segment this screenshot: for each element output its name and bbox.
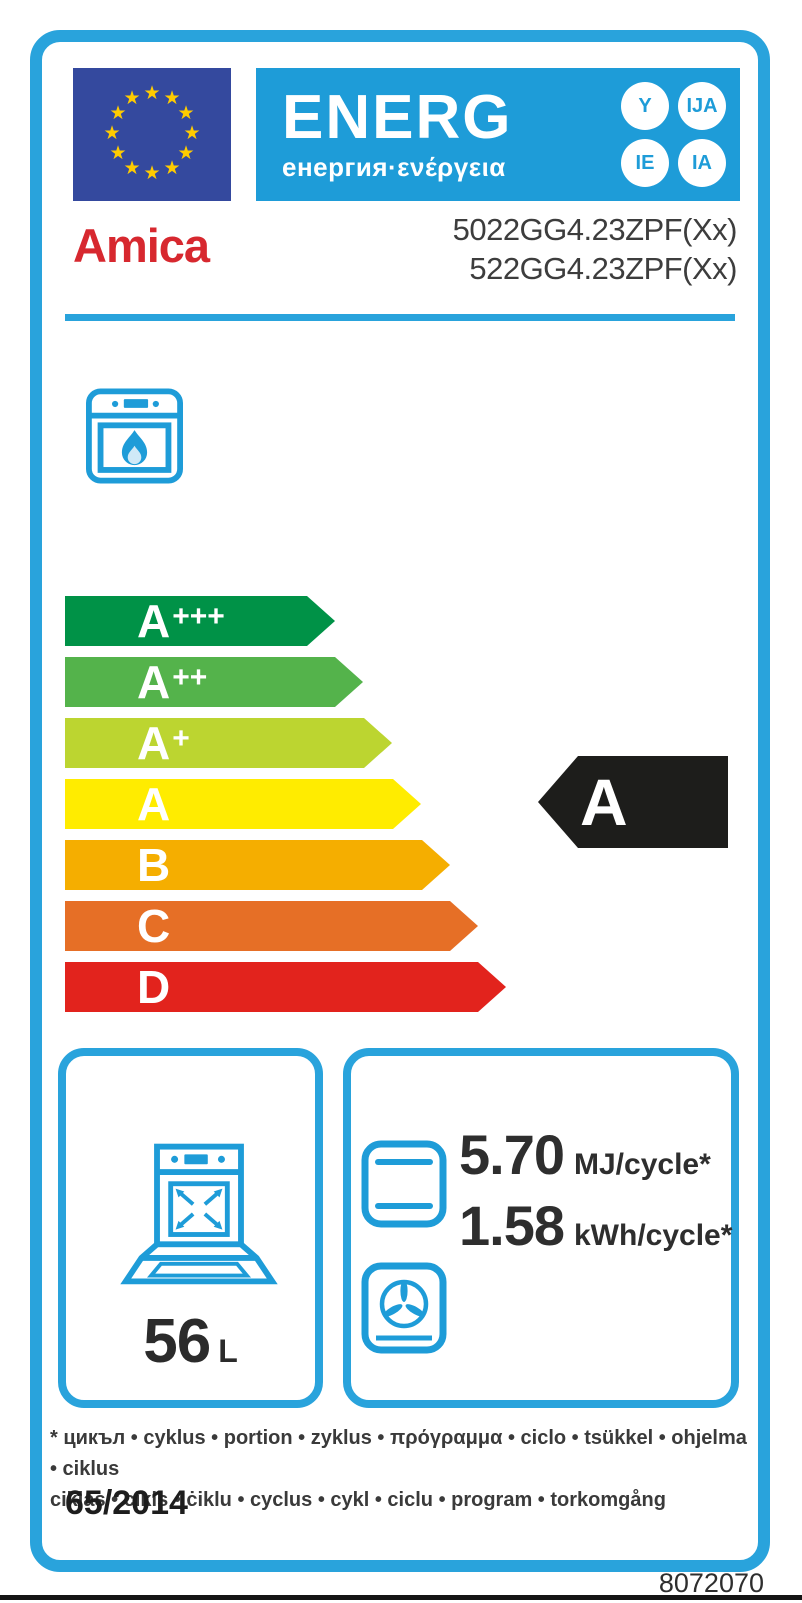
header-divider <box>65 314 735 321</box>
efficiency-scale: A +++ A ++ A + A B C D <box>65 596 506 1023</box>
rating-pointer-arrow: A <box>538 756 728 848</box>
energy-row-mj: 5.70 MJ/cycle* <box>459 1122 732 1187</box>
energ-suffix-circles: Y IJA IE IA <box>621 82 726 187</box>
conventional-oven-icon <box>361 1140 447 1228</box>
class-plus: ++ <box>172 661 208 694</box>
svg-text:★: ★ <box>103 122 120 144</box>
svg-text:★: ★ <box>143 162 160 184</box>
model-number-1: 5022GG4.23ZPF(Xx) <box>452 212 738 247</box>
energ-logo-text: ENERG енергия·ενέργεια <box>282 86 621 182</box>
energy-class-arrow-a2: A ++ <box>65 657 363 707</box>
fan-icon <box>361 1262 447 1354</box>
energy-class-arrow-d: D <box>65 962 506 1012</box>
energy-label: ★ ★ ★ ★ ★ ★ ★ ★ ★ ★ ★ ★ ENERG енергия·εν… <box>30 30 770 1572</box>
gas-oven-flame-icon <box>86 388 183 484</box>
svg-text:★: ★ <box>123 157 140 179</box>
class-grade: A <box>137 778 171 830</box>
energy-class-arrow-c: C <box>65 901 478 951</box>
document-code: 8072070 <box>658 1568 764 1598</box>
class-plus: + <box>172 722 190 755</box>
mj-value: 5.70 <box>459 1123 565 1186</box>
footnote-line-1: * цикъл • cyklus • portion • zyklus • πρ… <box>50 1427 747 1480</box>
kwh-unit: kWh/cycle* <box>574 1219 733 1252</box>
energy-consumption-panel: 5.70 MJ/cycle* 1.58 kWh/cycle* <box>343 1048 739 1408</box>
regulation-number: 65/2014 <box>65 1484 188 1522</box>
svg-text:★: ★ <box>163 87 180 109</box>
class-grade: A <box>137 717 171 769</box>
svg-text:★: ★ <box>143 82 160 104</box>
class-grade: B <box>137 839 171 891</box>
energy-class-arrow-a3: A +++ <box>65 596 335 646</box>
svg-text:★: ★ <box>177 142 194 164</box>
mj-unit: MJ/cycle* <box>574 1148 711 1181</box>
kwh-value: 1.58 <box>459 1194 565 1257</box>
energ-subtitle: енергия·ενέργεια <box>282 151 506 182</box>
energ-suffix-y: Y <box>621 82 669 130</box>
energ-suffix-ia: IA <box>678 139 726 187</box>
page-bottom-rule <box>0 1595 802 1600</box>
energy-class-arrow-b: B <box>65 840 450 890</box>
class-grade: C <box>137 900 171 952</box>
svg-text:★: ★ <box>163 157 180 179</box>
brand-logo: Amica <box>73 219 210 272</box>
class-grade: A <box>137 595 171 647</box>
volume-value: 56 <box>143 1307 211 1376</box>
model-number-2: 522GG4.23ZPF(Xx) <box>469 251 737 287</box>
svg-text:★: ★ <box>123 87 140 109</box>
class-grade: A <box>137 656 171 708</box>
energy-row-kwh: 1.58 kWh/cycle* <box>459 1193 732 1258</box>
energ-wordmark: ENERG <box>282 83 513 153</box>
energ-suffix-ija: IJA <box>678 82 726 130</box>
cycle-footnote: * цикъл • cyklus • portion • zyklus • πρ… <box>50 1423 748 1516</box>
cavity-volume: 56 L <box>66 1306 315 1377</box>
cavity-volume-panel: 56 L <box>58 1048 323 1408</box>
svg-text:★: ★ <box>177 102 194 124</box>
energ-suffix-ie: IE <box>621 139 669 187</box>
footnote-line-2: ciklas • cikls • ċiklu • cyclus • cykl •… <box>50 1489 666 1511</box>
volume-unit: L <box>218 1333 238 1369</box>
energy-class-arrow-a1: A + <box>65 718 392 768</box>
energy-class-arrow-a: A <box>65 779 421 829</box>
energy-values: 5.70 MJ/cycle* 1.58 kWh/cycle* <box>459 1122 732 1264</box>
rating-letter: A <box>580 765 628 839</box>
eu-flag-icon: ★ ★ ★ ★ ★ ★ ★ ★ ★ ★ ★ ★ <box>73 68 231 201</box>
svg-text:★: ★ <box>183 122 200 144</box>
oven-open-door-icon <box>120 1143 278 1285</box>
svg-text:★: ★ <box>109 142 126 164</box>
class-grade: D <box>137 961 171 1013</box>
model-numbers: 5022GG4.23ZPF(Xx) 522GG4.23ZPF(Xx) <box>452 210 738 289</box>
svg-text:★: ★ <box>109 102 126 124</box>
class-plus: +++ <box>172 600 225 633</box>
energ-logo-box: ENERG енергия·ενέργεια Y IJA IE IA <box>256 68 740 201</box>
